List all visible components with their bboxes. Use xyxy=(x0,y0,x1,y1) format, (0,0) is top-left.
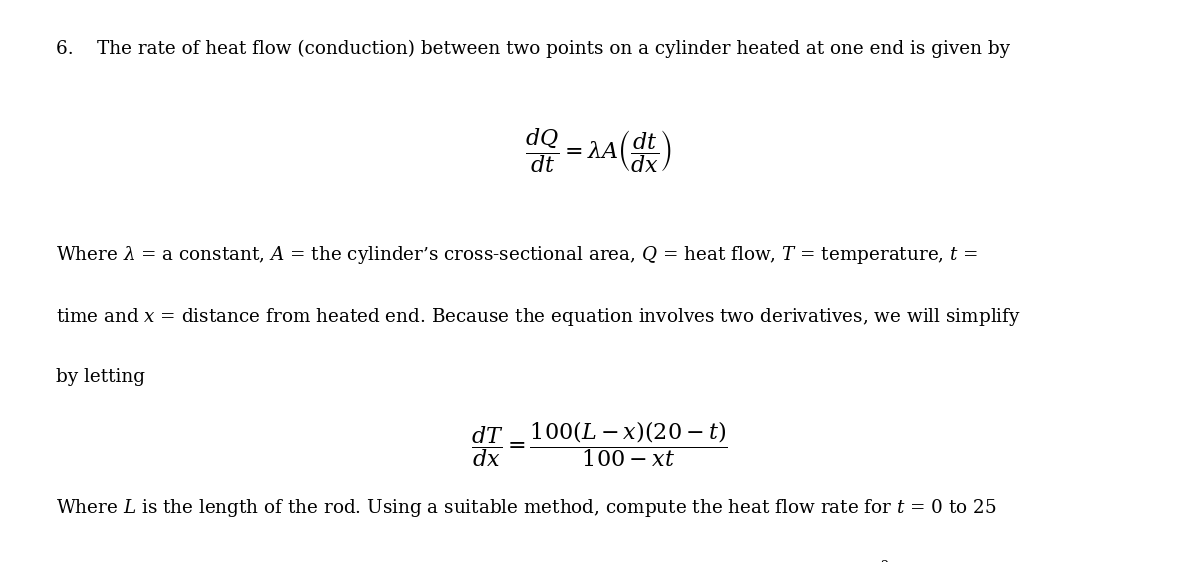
Text: $\dfrac{dQ}{dt} = \lambda A\left(\dfrac{dt}{dx}\right)$: $\dfrac{dQ}{dt} = \lambda A\left(\dfrac{… xyxy=(526,126,672,175)
Text: Where $L$ is the length of the rod. Using a suitable method, compute the heat fl: Where $L$ is the length of the rod. Usin… xyxy=(56,497,997,519)
Text: by letting: by letting xyxy=(56,368,145,386)
Text: $\dfrac{dT}{dx} = \dfrac{100(L-x)(20-t)}{100-xt}$: $\dfrac{dT}{dx} = \dfrac{100(L-x)(20-t)}… xyxy=(471,419,727,469)
Text: Where $\lambda$ = a constant, $A$ = the cylinder’s cross-sectional area, $Q$ = h: Where $\lambda$ = a constant, $A$ = the … xyxy=(56,244,979,266)
Text: time and $x$ = distance from heated end. Because the equation involves two deriv: time and $x$ = distance from heated end.… xyxy=(56,306,1021,328)
Text: seconds. The initial condition is $Q(0)$ = 0 and the parameters $\lambda$ = 0.5 : seconds. The initial condition is $Q(0)$… xyxy=(56,559,992,562)
Text: 6.    The rate of heat flow (conduction) between two points on a cylinder heated: 6. The rate of heat flow (conduction) be… xyxy=(56,39,1010,57)
